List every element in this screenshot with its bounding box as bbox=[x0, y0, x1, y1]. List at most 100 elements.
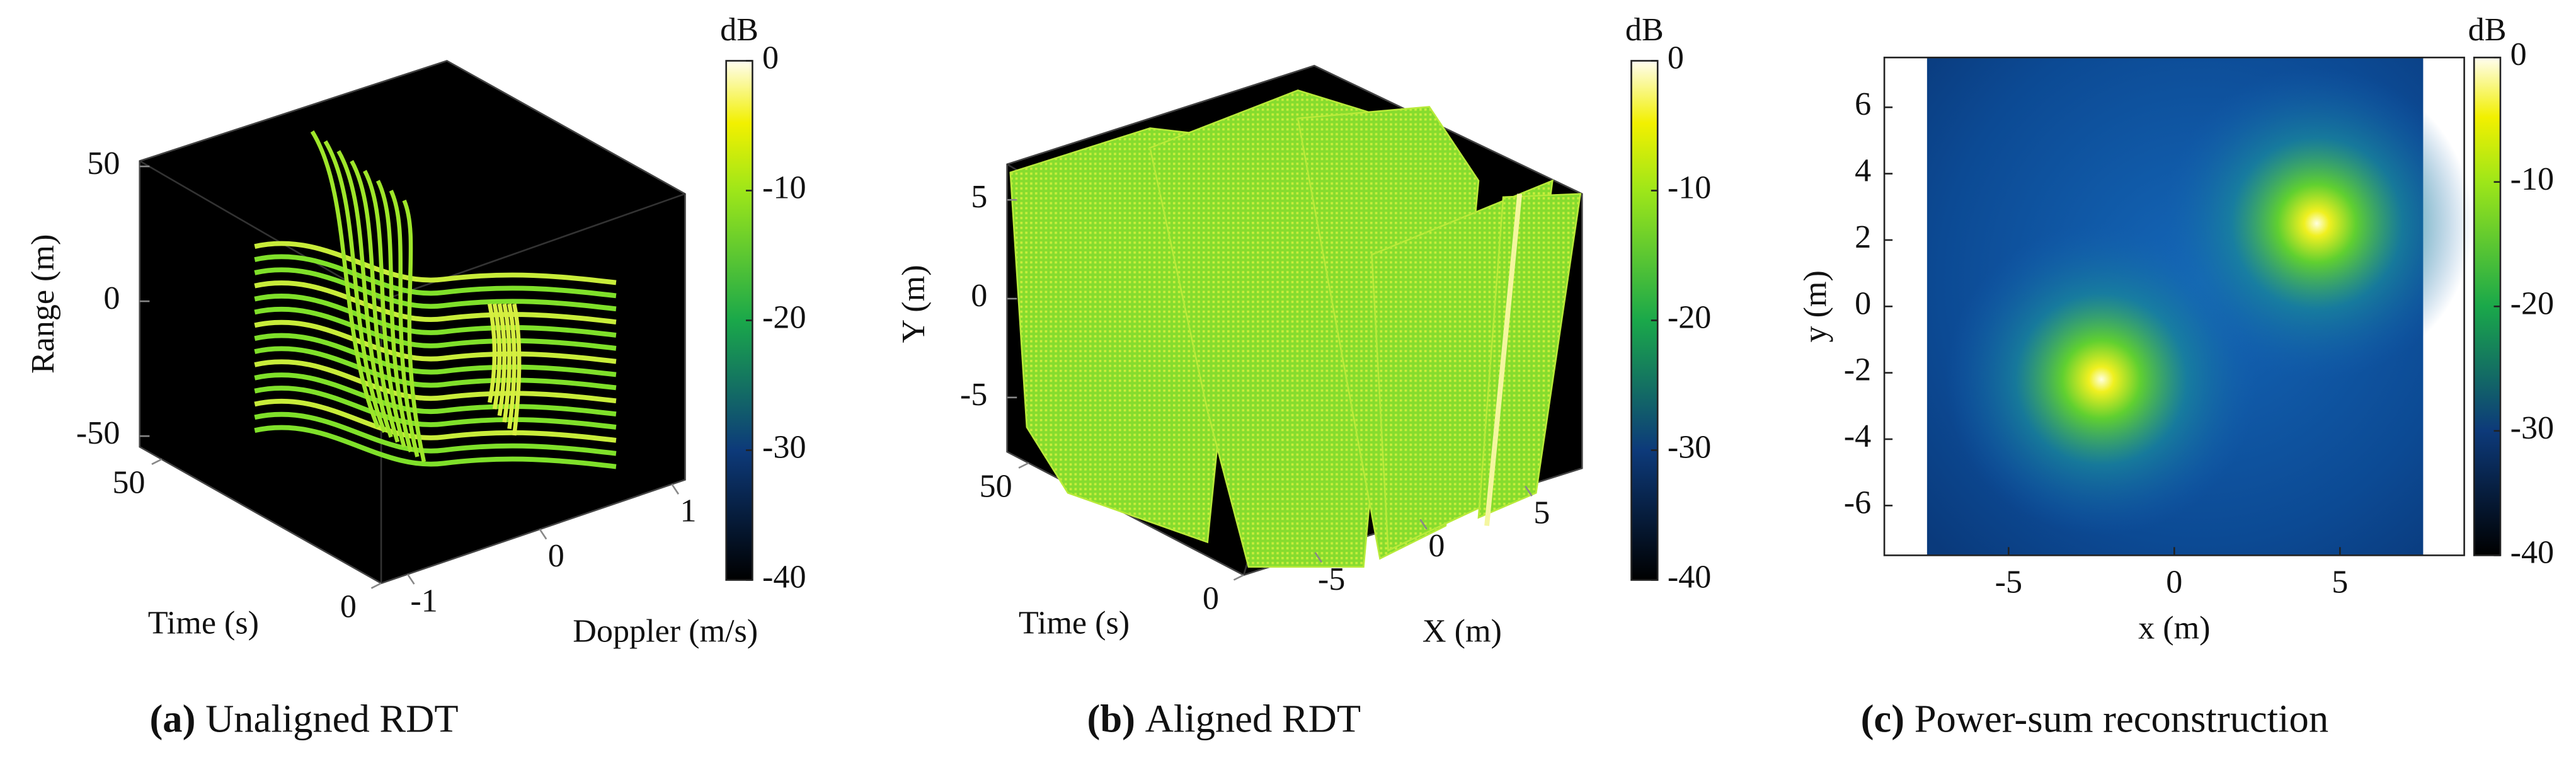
point-cloud bbox=[389, 190, 420, 457]
y-tick bbox=[151, 458, 163, 465]
x-tick-label: -5 bbox=[1318, 561, 1345, 597]
panel-label: (b) bbox=[1087, 697, 1135, 741]
x-tick-label: 0 bbox=[2166, 564, 2182, 600]
y-tick bbox=[1018, 462, 1029, 469]
x-tick bbox=[539, 529, 547, 540]
point-cloud bbox=[310, 130, 380, 428]
point-cloud bbox=[254, 294, 617, 338]
y-tick bbox=[1233, 574, 1244, 581]
colorbar-tick-label: -30 bbox=[762, 429, 806, 465]
box-edge bbox=[381, 193, 685, 302]
y-axis-label: Time (s) bbox=[1019, 605, 1130, 641]
y-axis-label: Time (s) bbox=[148, 605, 259, 641]
x-tick-label: 5 bbox=[2332, 564, 2348, 600]
colorbar-tick-label: -40 bbox=[2510, 534, 2555, 570]
colorbar-tick-label: -10 bbox=[2510, 161, 2555, 197]
colorbar-tick-label: -40 bbox=[1668, 559, 1712, 595]
point-cloud bbox=[254, 425, 617, 469]
x-tick-label: 5 bbox=[1533, 495, 1550, 531]
point-cloud bbox=[1477, 193, 1582, 519]
x-tick bbox=[671, 483, 680, 495]
z-axis-label: Y (m) bbox=[896, 265, 932, 343]
point-cloud bbox=[254, 319, 617, 364]
y-tick-label: 0 bbox=[1855, 285, 1871, 321]
panel-label: (a) bbox=[149, 697, 195, 741]
y-tick-label: 50 bbox=[980, 469, 1012, 505]
point-cloud bbox=[512, 303, 522, 436]
point-cloud bbox=[336, 150, 393, 438]
point-cloud bbox=[1484, 193, 1523, 526]
colorbar-tick-label: -20 bbox=[2510, 285, 2555, 321]
caption-text: Unaligned RDT bbox=[205, 697, 458, 741]
colorbar-tick-label: -20 bbox=[762, 299, 806, 335]
y-tick-label: 0 bbox=[1203, 580, 1219, 616]
caption-text: Aligned RDT bbox=[1145, 697, 1361, 741]
z-axis-label: Range (m) bbox=[25, 234, 61, 374]
z-tick-label: 50 bbox=[87, 146, 120, 181]
colorbar-tick-label: 0 bbox=[2510, 37, 2527, 72]
point-cloud bbox=[507, 303, 517, 430]
x-tick-label: 1 bbox=[680, 493, 697, 529]
point-cloud bbox=[254, 372, 617, 417]
colorbar-tick-label: -20 bbox=[1668, 299, 1712, 335]
colorbar-tick-label: -40 bbox=[762, 559, 806, 595]
point-cloud bbox=[254, 306, 617, 351]
z-tick-label: 0 bbox=[103, 280, 120, 316]
caption: (b) Aligned RDT bbox=[1087, 697, 1361, 741]
y-tick-label: 0 bbox=[340, 588, 357, 624]
point-cloud bbox=[350, 159, 400, 443]
colorbar-tick-label: -30 bbox=[2510, 410, 2555, 446]
x-tick-label: -5 bbox=[1995, 564, 2022, 600]
point-cloud bbox=[497, 303, 507, 416]
panel-label: (c) bbox=[1861, 697, 1904, 741]
caption: (c) Power-sum reconstruction bbox=[1861, 697, 2329, 741]
point-cloud bbox=[254, 398, 617, 443]
y-tick bbox=[370, 582, 382, 589]
point-cloud bbox=[254, 411, 617, 456]
y-tick-label: -2 bbox=[1844, 352, 1871, 388]
y-tick-label: 4 bbox=[1855, 153, 1871, 189]
colorbar-tick-label: -10 bbox=[1668, 169, 1712, 205]
x-axis-label: Doppler (m/s) bbox=[573, 614, 758, 650]
point-cloud bbox=[254, 254, 617, 299]
point-cloud bbox=[254, 386, 617, 430]
x-tick bbox=[1419, 519, 1428, 530]
z-tick-label: -5 bbox=[960, 377, 987, 413]
caption: (a) Unaligned RDT bbox=[149, 697, 458, 741]
colorbar-tick-label: 0 bbox=[1668, 40, 1684, 76]
y-tick-label: -6 bbox=[1844, 485, 1871, 520]
point-cloud-group bbox=[254, 130, 617, 469]
x-tick-label: 0 bbox=[1428, 528, 1445, 564]
y-tick-label: 6 bbox=[1855, 86, 1871, 122]
z-tick-label: 0 bbox=[971, 278, 987, 314]
colorbar-label: dB bbox=[720, 12, 758, 48]
point-cloud bbox=[492, 303, 502, 410]
point-cloud-group bbox=[1009, 89, 1582, 568]
point-cloud bbox=[502, 303, 512, 423]
point-cloud bbox=[254, 359, 617, 404]
point-cloud bbox=[402, 199, 426, 462]
colorbar-label: dB bbox=[2468, 12, 2507, 48]
x-tick bbox=[406, 573, 415, 585]
point-cloud bbox=[375, 180, 413, 452]
point-cloud bbox=[254, 241, 617, 285]
point-cloud bbox=[254, 346, 617, 391]
x-axis-label: x (m) bbox=[2138, 610, 2210, 646]
point-cloud bbox=[487, 303, 497, 403]
plot-box bbox=[139, 60, 686, 585]
z-tick-label: 5 bbox=[971, 179, 987, 215]
colorbar-tick-label: -30 bbox=[1668, 429, 1712, 465]
peak-glow bbox=[1945, 223, 2258, 536]
x-tick bbox=[1314, 552, 1323, 563]
x-tick-label: -1 bbox=[410, 583, 437, 619]
z-tick-label: -50 bbox=[76, 415, 120, 451]
point-cloud bbox=[363, 169, 406, 448]
y-tick-label: 50 bbox=[112, 465, 145, 501]
box-edge bbox=[139, 160, 382, 302]
colorbar-tick-label: 0 bbox=[762, 40, 779, 76]
x-tick bbox=[1525, 485, 1533, 496]
x-axis-label: X (m) bbox=[1423, 614, 1502, 650]
y-tick-label: 2 bbox=[1855, 219, 1871, 255]
colorbar-tick-label: -10 bbox=[762, 169, 806, 205]
